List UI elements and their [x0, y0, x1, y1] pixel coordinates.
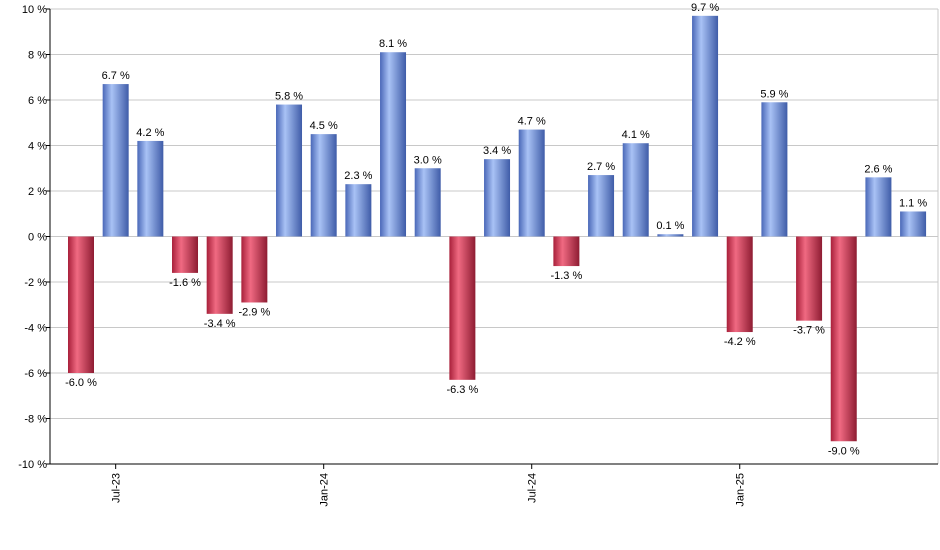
bar-value-label: 3.4 % — [483, 145, 511, 157]
bar-value-label: 4.5 % — [310, 120, 338, 132]
y-tick-label: -2 % — [24, 277, 47, 289]
bar-positive — [622, 143, 649, 237]
bar-negative — [449, 236, 476, 380]
bar-value-label: 3.0 % — [414, 154, 442, 166]
bar-value-label: -9.0 % — [828, 445, 860, 457]
bar-positive — [484, 159, 511, 237]
bar-value-label: -6.3 % — [446, 384, 478, 396]
bar-value-label: 5.9 % — [760, 88, 788, 100]
bar-negative — [68, 236, 94, 373]
bar-value-label: 5.8 % — [275, 91, 303, 103]
y-tick-label: -4 % — [24, 323, 47, 335]
x-tick-label: Jul-23 — [111, 473, 123, 503]
x-tick-label: Jan-25 — [735, 473, 747, 507]
bar-positive — [276, 104, 303, 237]
bar-positive — [761, 102, 788, 237]
bar-value-label: 0.1 % — [656, 220, 684, 232]
bar-positive — [588, 175, 615, 237]
bar-value-label: 4.2 % — [136, 127, 164, 139]
data-labels: -6.0 % 6.7 % 4.2 % -1.6 % -3.4 %-2.9 % 5.8 % 4… — [65, 2, 927, 457]
y-tick-label: 4 % — [28, 141, 47, 153]
bar-negative — [553, 236, 580, 267]
y-tick-label: 0 % — [28, 232, 47, 244]
bar-value-label: -3.7 % — [793, 325, 825, 337]
bar-value-label: 9.7 % — [691, 2, 719, 14]
axes: 10 % 8 % 6 % 4 % 2 % 0 % -2 % -4 % -6 % -8 % -10 %… — [18, 4, 938, 507]
bar-value-label: 4.1 % — [622, 129, 650, 141]
bar-positive — [310, 134, 337, 237]
y-tick-label: -8 % — [24, 414, 47, 426]
bar-positive — [865, 177, 892, 237]
bar-positive — [345, 184, 372, 237]
y-tick-label: -10 % — [18, 459, 47, 471]
bar-value-label: -2.9 % — [238, 306, 270, 318]
bar-value-label: -3.4 % — [204, 318, 236, 330]
bar-value-label: 1.1 % — [899, 197, 927, 209]
x-tick-label: Jul-24 — [527, 473, 539, 503]
bar-negative — [830, 236, 857, 442]
bar-value-label: 6.7 % — [102, 70, 130, 82]
bar-negative — [172, 236, 199, 273]
bar-positive — [137, 140, 164, 237]
bars — [68, 15, 927, 442]
bar-negative — [726, 236, 753, 333]
y-tick-label: -6 % — [24, 368, 47, 380]
bar-positive — [657, 234, 684, 237]
y-tick-label: 6 % — [28, 95, 47, 107]
bar-negative — [241, 236, 268, 303]
bar-value-label: 4.7 % — [518, 116, 546, 128]
bar-value-label: 2.7 % — [587, 161, 615, 173]
bar-value-label: 2.3 % — [344, 170, 372, 182]
bar-value-label: 2.6 % — [864, 163, 892, 175]
bar-positive — [692, 15, 719, 237]
bar-positive — [102, 84, 129, 237]
bar-value-label: 8.1 % — [379, 38, 407, 50]
bar-negative — [796, 236, 823, 321]
bar-positive — [414, 168, 441, 237]
y-tick-label: 8 % — [28, 50, 47, 62]
y-tick-label: 2 % — [28, 186, 47, 198]
bar-negative — [206, 236, 233, 314]
bar-value-label: -1.6 % — [169, 277, 201, 289]
bar-value-label: -4.2 % — [724, 336, 756, 348]
bar-positive — [380, 52, 407, 237]
bar-value-label: -1.3 % — [550, 270, 582, 282]
x-tick-label: Jan-24 — [319, 473, 331, 507]
bar-positive — [900, 211, 927, 237]
bar-value-label: -6.0 % — [65, 377, 97, 389]
y-tick-label: 10 % — [22, 4, 47, 16]
bar-positive — [518, 129, 545, 237]
